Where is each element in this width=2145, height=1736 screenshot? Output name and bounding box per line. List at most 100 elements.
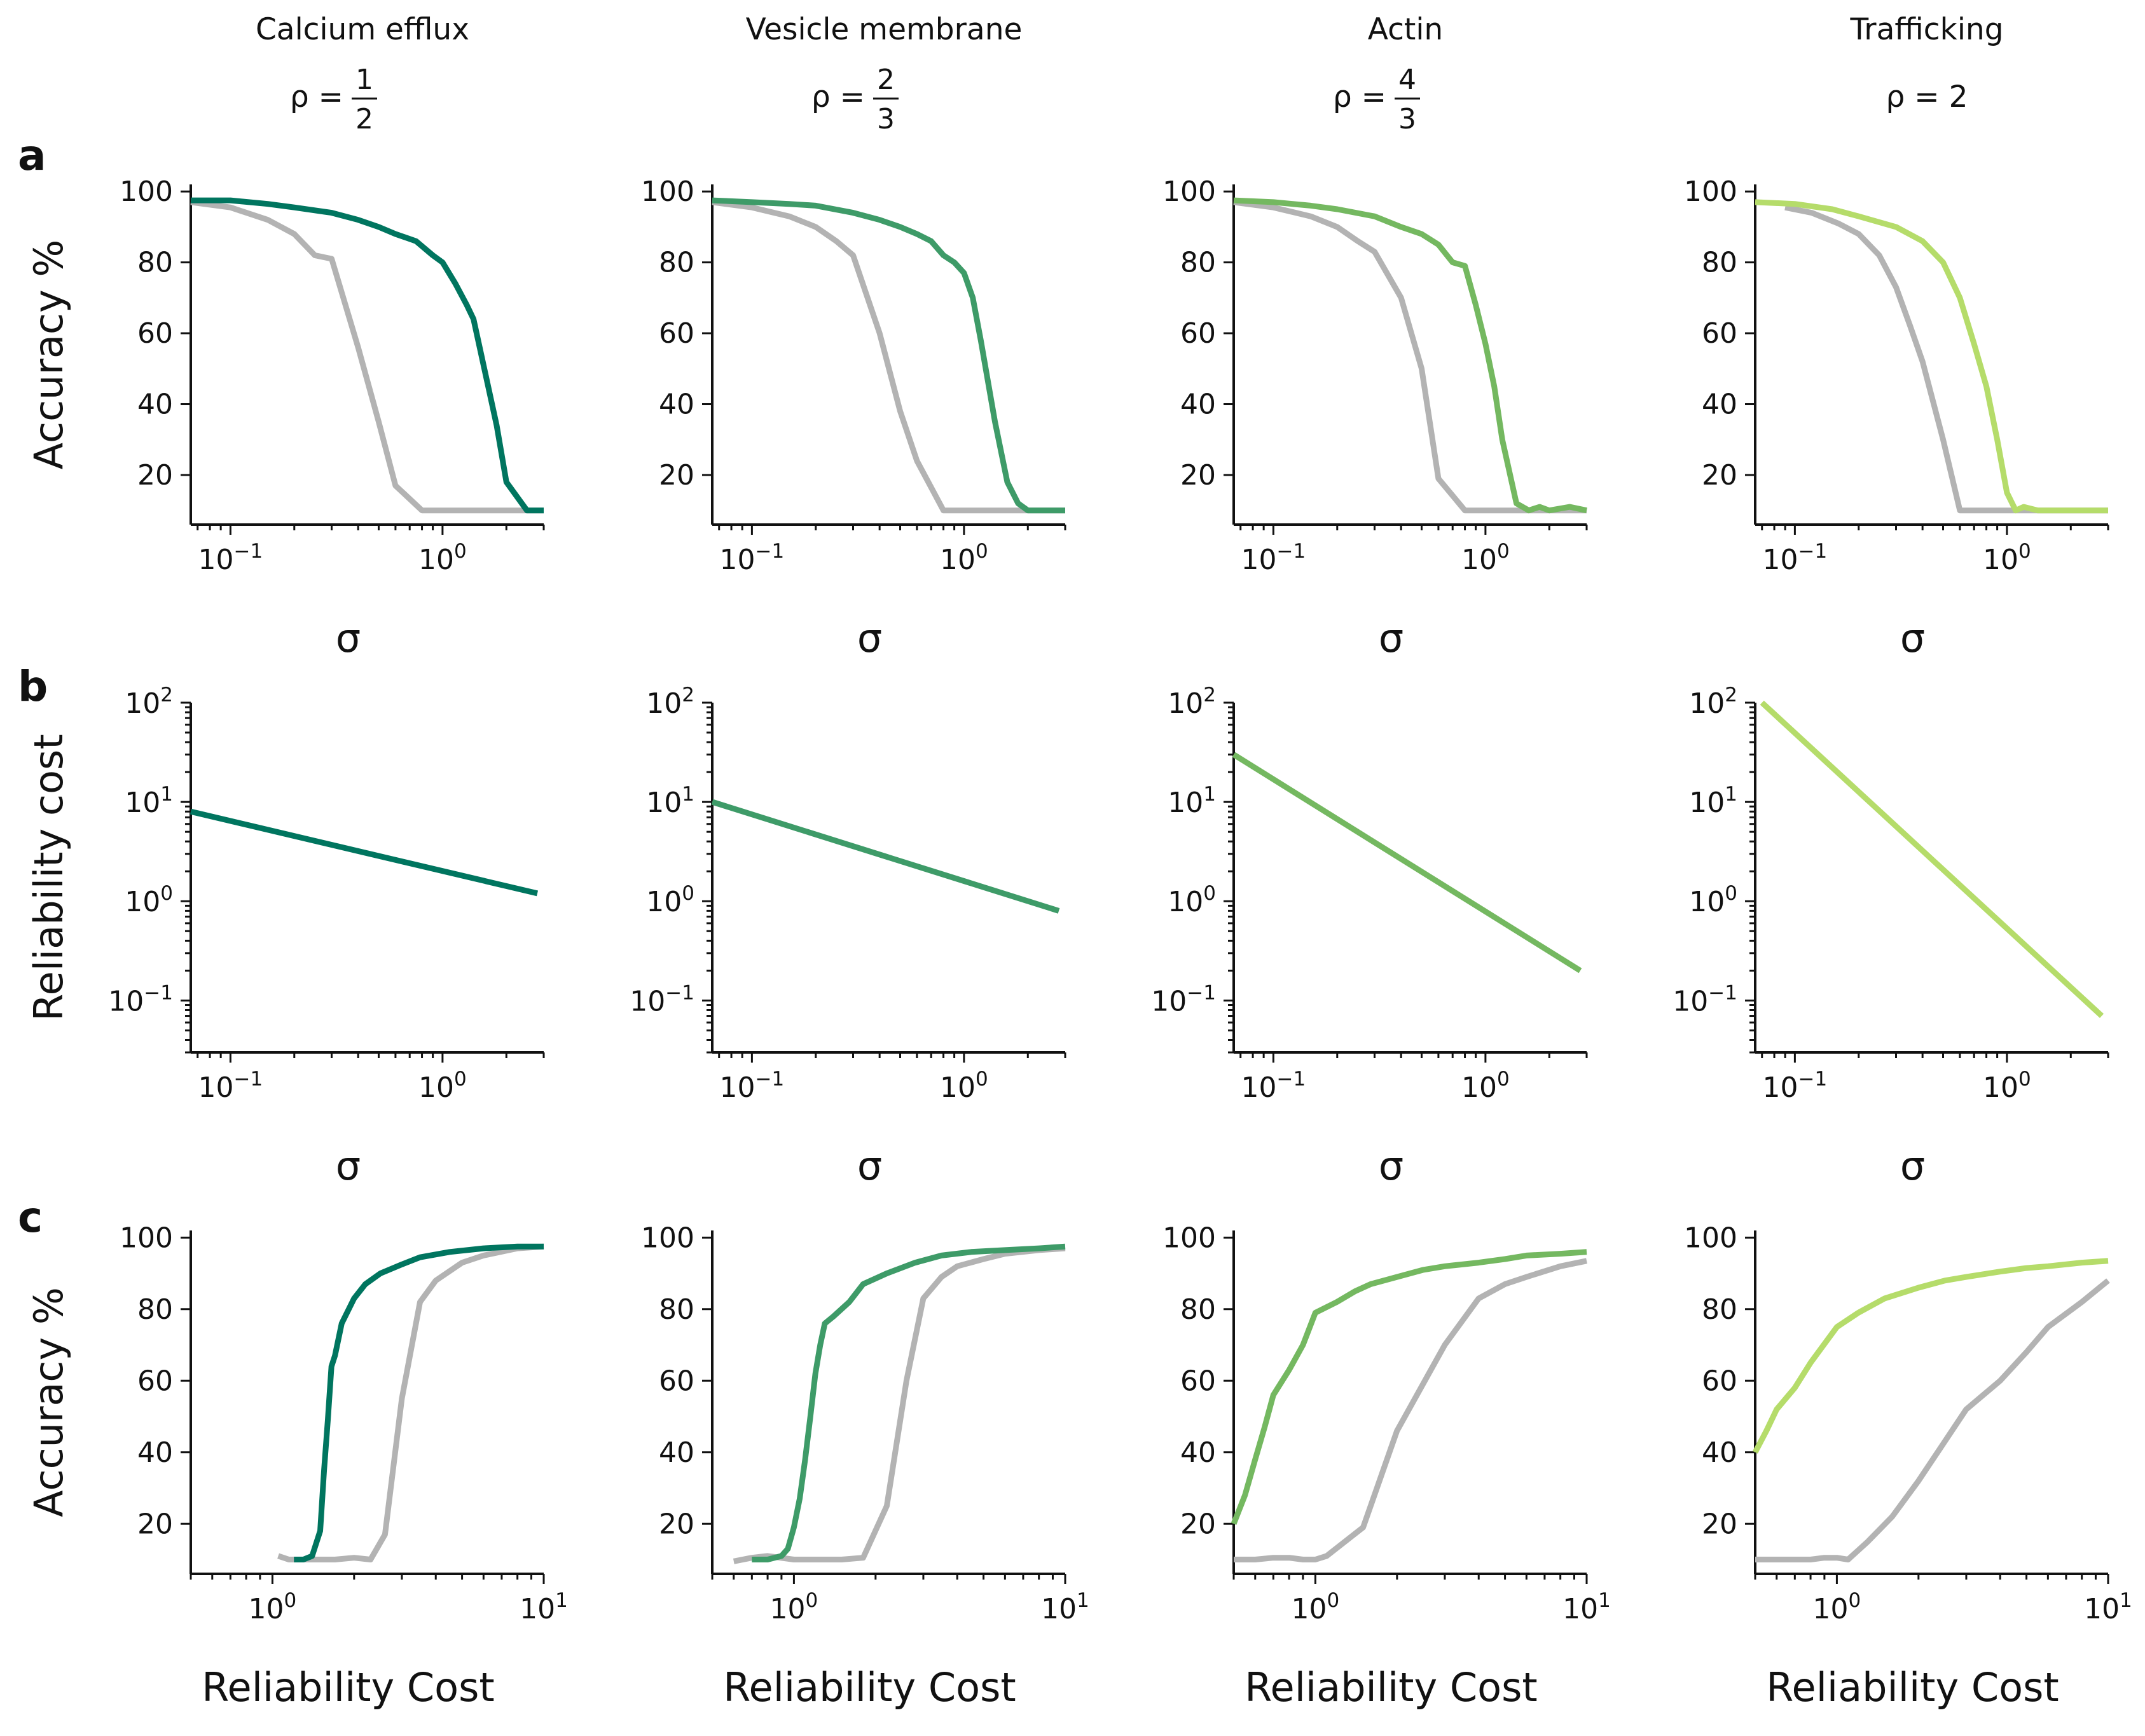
chart-panel-c-3: 100 101 20 40 60 80 100 Reliability Cost bbox=[1162, 1222, 1611, 1711]
y-tick-label: 40 bbox=[137, 389, 173, 421]
column-header: Vesicle membrane ρ = 2 3 bbox=[746, 12, 1023, 135]
x-tick-label: 101 bbox=[1041, 1589, 1089, 1625]
y-tick-label: 100 bbox=[1162, 1222, 1216, 1254]
y-axis-label: Accuracy % bbox=[25, 240, 72, 470]
y-tick-label: 102 bbox=[125, 684, 173, 720]
x-axis-label: σ bbox=[336, 1143, 361, 1189]
chart-panel-b-2: 10−1 100 10−1 100 101 102 σ bbox=[630, 684, 1066, 1189]
y-tick-label: 100 bbox=[1162, 176, 1216, 208]
y-axis-label: Reliability cost bbox=[25, 734, 72, 1021]
y-tick-label: 10−1 bbox=[1673, 981, 1737, 1017]
panel-letter: b bbox=[18, 662, 48, 711]
x-tick-label: 100 bbox=[940, 1068, 988, 1104]
y-tick-label: 40 bbox=[1702, 389, 1737, 421]
x-axis-label: σ bbox=[1900, 1143, 1925, 1189]
y-tick-label: 100 bbox=[1684, 1222, 1737, 1254]
y-tick-label: 100 bbox=[120, 1222, 173, 1254]
baseline-series-line bbox=[1784, 204, 2108, 514]
column-title: Calcium efflux bbox=[256, 12, 469, 47]
y-tick-label: 80 bbox=[659, 247, 694, 279]
y-tick-label: 100 bbox=[1689, 882, 1737, 918]
x-axis-label: σ bbox=[857, 615, 882, 661]
chart-panel-b-1: 10−1 100 10−1 100 101 102 σ Reliability cost bbox=[25, 684, 545, 1189]
chart-panel-b-3: 10−1 100 10−1 100 101 102 σ bbox=[1151, 684, 1588, 1189]
model-series-line bbox=[1233, 197, 1587, 514]
y-tick-label: 100 bbox=[641, 1222, 694, 1254]
chart-panel-a-3: 10−1 100 20 40 60 80 100 σ bbox=[1162, 176, 1588, 661]
y-tick-label: 80 bbox=[1702, 1293, 1737, 1326]
x-tick-label: 100 bbox=[418, 540, 467, 576]
model-series-line bbox=[711, 799, 1060, 914]
baseline-series-line bbox=[1755, 1278, 2110, 1562]
x-tick-label: 100 bbox=[1813, 1589, 1861, 1625]
column-title: Actin bbox=[1368, 12, 1443, 47]
chart-panel-b-4: 10−1 100 10−1 100 101 102 σ bbox=[1673, 684, 2109, 1189]
y-tick-label: 40 bbox=[1180, 1436, 1216, 1469]
column-header: Actin ρ = 4 3 bbox=[1333, 12, 1443, 135]
y-tick-label: 80 bbox=[1180, 247, 1216, 279]
y-tick-label: 20 bbox=[1180, 459, 1216, 492]
x-tick-label: 10−1 bbox=[198, 1068, 263, 1104]
y-tick-label: 102 bbox=[1689, 684, 1737, 720]
x-tick-label: 100 bbox=[940, 540, 988, 576]
model-series-line bbox=[190, 808, 539, 897]
y-tick-label: 100 bbox=[125, 882, 173, 918]
y-tick-label: 60 bbox=[659, 1365, 694, 1397]
y-tick-label: 101 bbox=[1689, 783, 1737, 819]
y-tick-label: 60 bbox=[137, 317, 173, 350]
chart-panel-a-4: 10−1 100 20 40 60 80 100 σ bbox=[1684, 176, 2109, 661]
y-tick-label: 102 bbox=[1168, 684, 1216, 720]
y-tick-label: 40 bbox=[659, 1436, 694, 1469]
x-tick-label: 100 bbox=[770, 1589, 818, 1625]
baseline-series-line bbox=[712, 199, 1065, 514]
y-tick-label: 40 bbox=[1180, 389, 1216, 421]
x-tick-label: 101 bbox=[1562, 1589, 1611, 1625]
y-tick-label: 10−1 bbox=[630, 981, 694, 1017]
x-axis-label: Reliability Cost bbox=[1766, 1664, 2059, 1711]
y-tick-label: 20 bbox=[137, 459, 173, 492]
x-axis-label: σ bbox=[857, 1143, 882, 1189]
x-tick-label: 100 bbox=[418, 1068, 467, 1104]
chart-panel-c-4: 100 101 20 40 60 80 100 Reliability Cost bbox=[1684, 1222, 2132, 1711]
rho-denominator: 3 bbox=[1398, 103, 1416, 135]
rho-numerator: 1 bbox=[355, 64, 373, 96]
y-tick-label: 100 bbox=[646, 882, 694, 918]
x-tick-label: 10−1 bbox=[1763, 1068, 1828, 1104]
y-tick-label: 80 bbox=[1702, 247, 1737, 279]
chart-panel-c-2: 100 101 20 40 60 80 100 Reliability Cost bbox=[641, 1222, 1089, 1711]
column-header: Calcium efflux ρ = 1 2 bbox=[256, 12, 469, 135]
y-tick-label: 20 bbox=[1702, 459, 1737, 492]
model-series-line bbox=[1231, 1249, 1587, 1525]
x-tick-label: 101 bbox=[2084, 1589, 2132, 1625]
x-axis-label: σ bbox=[1379, 1143, 1404, 1189]
y-tick-label: 80 bbox=[1180, 1293, 1216, 1326]
x-tick-label: 100 bbox=[249, 1589, 297, 1625]
y-tick-label: 101 bbox=[1168, 783, 1216, 819]
y-tick-label: 10−1 bbox=[1151, 981, 1216, 1017]
x-tick-label: 100 bbox=[1461, 1068, 1510, 1104]
rho-numerator: 2 bbox=[877, 64, 895, 96]
y-tick-label: 40 bbox=[659, 389, 694, 421]
x-tick-label: 101 bbox=[520, 1589, 568, 1625]
chart-panel-a-2: 10−1 100 20 40 60 80 100 σ bbox=[641, 176, 1066, 661]
x-tick-label: 10−1 bbox=[1763, 540, 1828, 576]
model-series-line bbox=[1755, 199, 2108, 514]
model-series-line bbox=[191, 197, 544, 514]
y-tick-label: 80 bbox=[137, 247, 173, 279]
y-tick-label: 80 bbox=[137, 1293, 173, 1326]
y-tick-label: 20 bbox=[659, 1508, 694, 1540]
baseline-series-line bbox=[190, 199, 544, 514]
x-tick-label: 10−1 bbox=[1241, 1068, 1306, 1104]
y-tick-label: 40 bbox=[137, 1436, 173, 1469]
baseline-series-line bbox=[277, 1243, 544, 1562]
x-tick-label: 10−1 bbox=[720, 540, 785, 576]
panel-letter: c bbox=[18, 1193, 43, 1242]
model-series-line bbox=[1232, 752, 1582, 974]
x-tick-label: 10−1 bbox=[198, 540, 263, 576]
y-tick-label: 100 bbox=[120, 176, 173, 208]
x-axis-label: σ bbox=[1900, 615, 1925, 661]
chart-panel-a-1: 10−1 100 20 40 60 80 100 σ Accuracy % bbox=[25, 176, 545, 661]
x-axis-label: Reliability Cost bbox=[202, 1664, 494, 1711]
x-axis-label: σ bbox=[1379, 615, 1404, 661]
